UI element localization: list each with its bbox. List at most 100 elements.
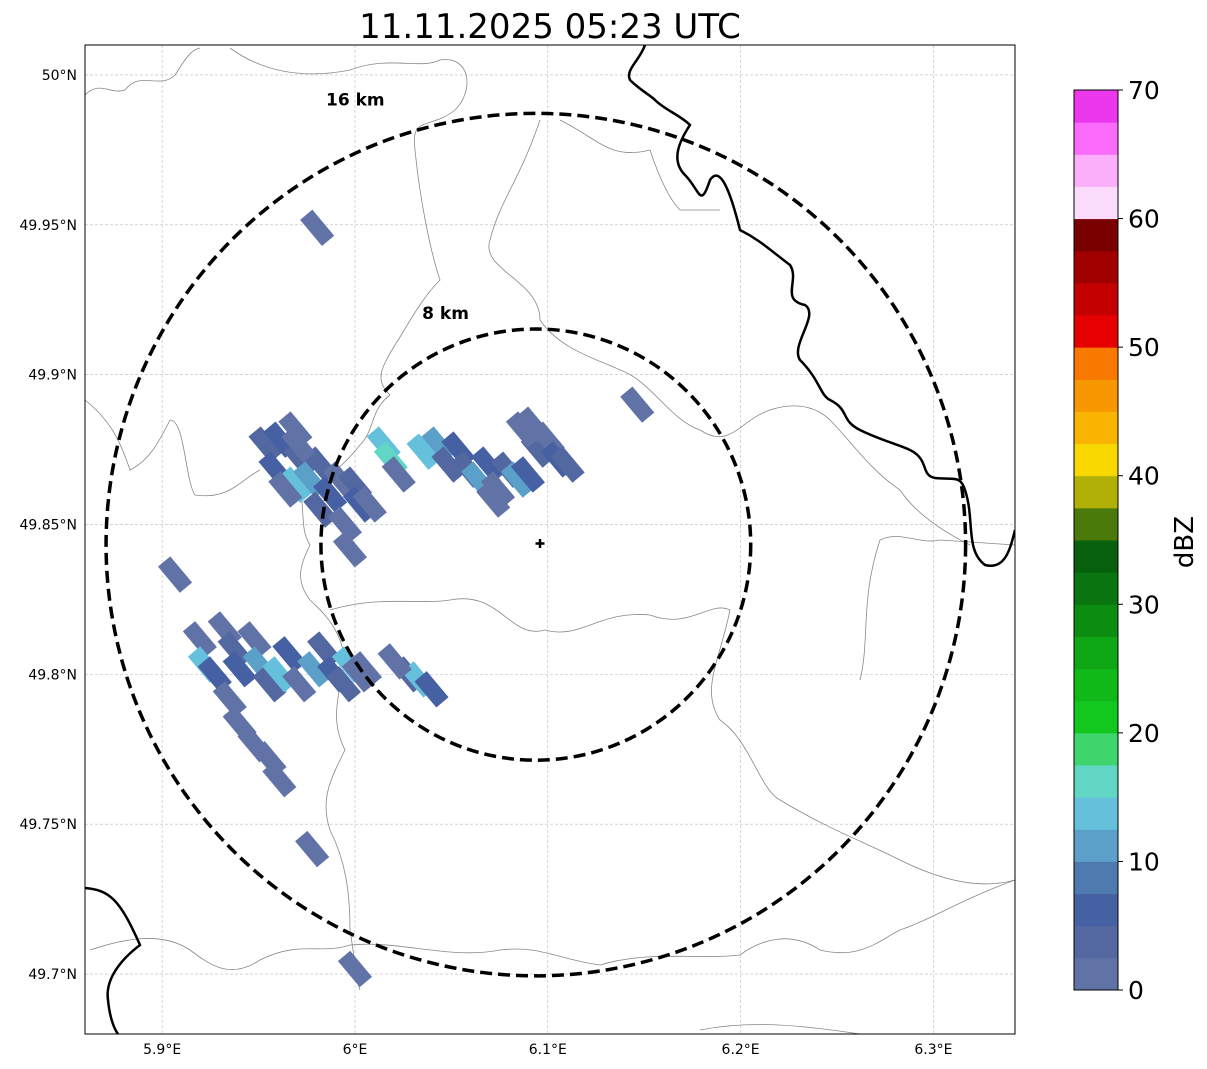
colorbar-bin [1074, 636, 1118, 670]
colorbar-bin [1074, 186, 1118, 220]
x-tick-label: 6.1°E [529, 1042, 567, 1058]
colorbar-tick-label: 30 [1128, 590, 1160, 619]
echo-cell [377, 643, 412, 680]
colorbar-bin [1074, 765, 1118, 798]
colorbar-tick-label: 60 [1128, 205, 1160, 234]
colorbar-bin [1074, 443, 1118, 477]
x-tick-label: 6.2°E [722, 1042, 760, 1058]
colorbar-bin [1074, 925, 1118, 959]
echo-cell [505, 411, 540, 448]
colorbar: 0 10 20 30 40 50 60 70 [1073, 76, 1160, 1005]
colorbar-bin [1074, 507, 1118, 541]
echo-cell [217, 631, 252, 668]
y-tick-label: 49.9°N [28, 368, 77, 384]
y-tick-label: 49.8°N [28, 667, 77, 683]
colorbar-frame [1073, 89, 1119, 991]
echo-cell [326, 666, 362, 703]
colorbar-bin [1074, 411, 1118, 445]
colorbar-bin [1074, 90, 1118, 123]
colorbar-tick-label: 20 [1128, 719, 1160, 748]
y-tick-label: 49.7°N [28, 967, 77, 983]
colorbar-label: dBZ [1170, 516, 1200, 568]
thick-border [85, 45, 1015, 1034]
colorbar-bin [1074, 379, 1118, 412]
colorbar-bin [1074, 122, 1118, 155]
colorbar-bin [1074, 893, 1118, 927]
echo-cell [182, 621, 217, 658]
colorbar-bin [1074, 732, 1118, 766]
x-tick-label: 6.3°E [914, 1042, 952, 1058]
range-ring-16km [104, 111, 968, 978]
echo-cell [248, 426, 283, 463]
echo-cell [332, 531, 367, 568]
echo-cell [295, 830, 330, 868]
y-tick-label: 49.95°N [19, 218, 77, 234]
echo-cell [303, 491, 338, 528]
echo-cell [307, 631, 342, 668]
y-tick-label: 50°N [42, 68, 77, 84]
echo-cell [212, 681, 247, 718]
colorbar-bin [1074, 282, 1118, 316]
colorbar-bin [1074, 829, 1118, 862]
colorbar-bin [1074, 861, 1118, 895]
echo-cell [268, 471, 303, 508]
range-ring-8km [319, 327, 753, 762]
echo-cell [347, 651, 383, 688]
colorbar-bin [1074, 218, 1118, 252]
colorbar-bin [1074, 475, 1118, 509]
y-tick-label: 49.75°N [19, 817, 77, 833]
echo-cell [300, 209, 335, 246]
echo-cell [480, 471, 516, 508]
radar-site-marker [535, 539, 545, 548]
echo-cell [281, 426, 316, 463]
echo-cell [252, 666, 287, 703]
echo-cell [500, 461, 535, 498]
echo-cell [550, 446, 585, 483]
x-tick-label: 6°E [343, 1042, 368, 1058]
echo-cell [431, 446, 466, 483]
colorbar-tick-label: 0 [1128, 976, 1144, 1005]
echo-cell [510, 456, 545, 493]
colorbar-tick-label: 10 [1128, 847, 1160, 876]
echo-cell [337, 950, 373, 988]
colorbar-bin [1074, 154, 1118, 187]
colorbar-bin [1074, 700, 1118, 734]
echo-cell [278, 466, 313, 503]
y-tick-label: 49.85°N [19, 518, 77, 534]
border-lines [85, 47, 1015, 1034]
echo-cell [515, 406, 550, 443]
colorbar-bin [1074, 604, 1118, 637]
echo-cell [476, 481, 511, 518]
echo-cell [620, 386, 655, 423]
echo-cell [381, 456, 416, 493]
echo-cell [313, 476, 348, 513]
colorbar-tick-label: 70 [1128, 76, 1160, 105]
colorbar-tick-label: 40 [1128, 462, 1160, 491]
range-ring-label: 16 km [326, 91, 385, 111]
echo-cell [297, 651, 332, 688]
colorbar-bin [1074, 347, 1118, 380]
echo-cell [237, 621, 272, 658]
colorbar-bin [1074, 668, 1118, 702]
echo-cell [327, 506, 362, 543]
colorbar-bin [1074, 572, 1118, 605]
echo-cell [272, 636, 307, 673]
echo-cell [414, 671, 449, 708]
echo-cell [282, 666, 317, 703]
echo-cell [471, 446, 506, 483]
colorbar-bin [1074, 957, 1118, 991]
colorbar-tick-label: 50 [1128, 333, 1160, 362]
colorbar-bin [1074, 540, 1118, 573]
colorbar-bin [1074, 797, 1118, 830]
plot-frame [84, 44, 1016, 1035]
chart-title: 11.11.2025 05:23 UTC [359, 7, 741, 47]
radar-echoes [157, 209, 655, 988]
x-tick-label: 5.9°E [143, 1042, 181, 1058]
echo-cell [406, 433, 441, 470]
axis-ticks: 5.9°E 6°E 6.1°E 6.2°E 6.3°E 50°N 49.95°N 49.9°N… [19, 68, 952, 1058]
echo-cell [352, 486, 387, 523]
echo-cell [262, 761, 297, 798]
range-ring-label: 8 km [422, 304, 469, 324]
range-rings: 8 km 16 km [104, 91, 968, 978]
